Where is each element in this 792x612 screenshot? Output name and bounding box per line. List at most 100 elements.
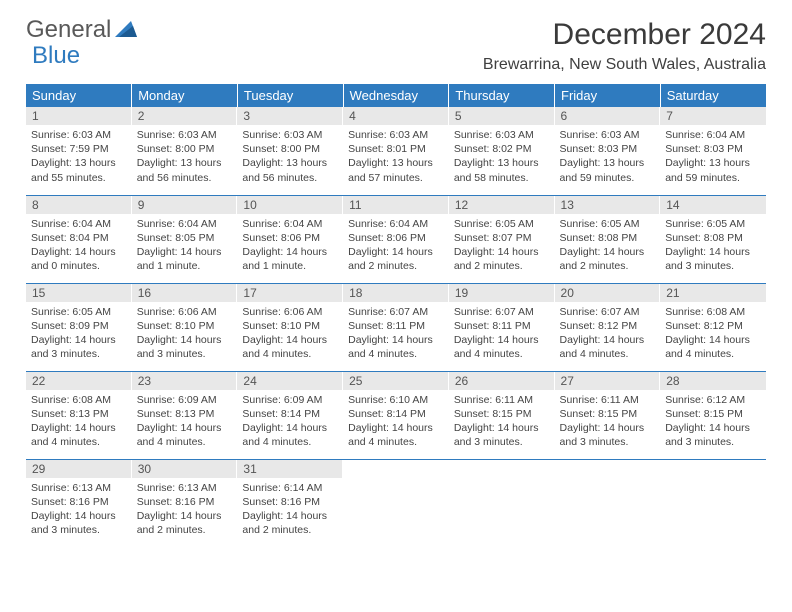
- daylight-line: Daylight: 14 hours and 0 minutes.: [31, 245, 127, 273]
- calendar-day-cell: 6Sunrise: 6:03 AMSunset: 8:03 PMDaylight…: [555, 107, 661, 195]
- day-number: 5: [449, 107, 555, 125]
- daylight-line: Daylight: 14 hours and 4 minutes.: [348, 421, 444, 449]
- day-number: 22: [26, 372, 132, 390]
- day-details: Sunrise: 6:06 AMSunset: 8:10 PMDaylight:…: [132, 302, 238, 366]
- calendar-day-cell: 11Sunrise: 6:04 AMSunset: 8:06 PMDayligh…: [343, 195, 449, 283]
- sunrise-line: Sunrise: 6:14 AM: [242, 481, 338, 495]
- sunset-line: Sunset: 8:16 PM: [31, 495, 127, 509]
- calendar-day-cell: 1Sunrise: 6:03 AMSunset: 7:59 PMDaylight…: [26, 107, 132, 195]
- day-details: Sunrise: 6:03 AMSunset: 8:00 PMDaylight:…: [237, 125, 343, 189]
- daylight-line: Daylight: 14 hours and 4 minutes.: [137, 421, 233, 449]
- calendar-day-cell: 25Sunrise: 6:10 AMSunset: 8:14 PMDayligh…: [343, 371, 449, 459]
- sunset-line: Sunset: 8:05 PM: [137, 231, 233, 245]
- day-details: Sunrise: 6:05 AMSunset: 8:08 PMDaylight:…: [660, 214, 766, 278]
- calendar-week-row: 29Sunrise: 6:13 AMSunset: 8:16 PMDayligh…: [26, 459, 766, 547]
- sunrise-line: Sunrise: 6:05 AM: [31, 305, 127, 319]
- sunset-line: Sunset: 8:10 PM: [137, 319, 233, 333]
- calendar-day-cell: 12Sunrise: 6:05 AMSunset: 8:07 PMDayligh…: [449, 195, 555, 283]
- sunset-line: Sunset: 8:06 PM: [348, 231, 444, 245]
- calendar-empty-cell: [343, 459, 449, 547]
- calendar-day-cell: 22Sunrise: 6:08 AMSunset: 8:13 PMDayligh…: [26, 371, 132, 459]
- sunset-line: Sunset: 8:16 PM: [242, 495, 338, 509]
- day-number: 21: [660, 284, 766, 302]
- daylight-line: Daylight: 13 hours and 56 minutes.: [137, 156, 233, 184]
- day-details: Sunrise: 6:09 AMSunset: 8:14 PMDaylight:…: [237, 390, 343, 454]
- sunset-line: Sunset: 8:11 PM: [348, 319, 444, 333]
- sunset-line: Sunset: 8:02 PM: [454, 142, 550, 156]
- sunset-line: Sunset: 8:14 PM: [242, 407, 338, 421]
- day-details: Sunrise: 6:12 AMSunset: 8:15 PMDaylight:…: [660, 390, 766, 454]
- sunset-line: Sunset: 8:16 PM: [137, 495, 233, 509]
- day-number: 18: [343, 284, 449, 302]
- weekday-header: Friday: [555, 84, 661, 107]
- daylight-line: Daylight: 13 hours and 59 minutes.: [560, 156, 656, 184]
- calendar-day-cell: 19Sunrise: 6:07 AMSunset: 8:11 PMDayligh…: [449, 283, 555, 371]
- day-details: Sunrise: 6:03 AMSunset: 8:01 PMDaylight:…: [343, 125, 449, 189]
- sunset-line: Sunset: 7:59 PM: [31, 142, 127, 156]
- day-number: 14: [660, 196, 766, 214]
- day-details: Sunrise: 6:03 AMSunset: 7:59 PMDaylight:…: [26, 125, 132, 189]
- sunrise-line: Sunrise: 6:04 AM: [348, 217, 444, 231]
- day-details: Sunrise: 6:04 AMSunset: 8:03 PMDaylight:…: [660, 125, 766, 189]
- sunrise-line: Sunrise: 6:03 AM: [348, 128, 444, 142]
- daylight-line: Daylight: 14 hours and 1 minute.: [137, 245, 233, 273]
- sunrise-line: Sunrise: 6:03 AM: [560, 128, 656, 142]
- sunset-line: Sunset: 8:12 PM: [665, 319, 761, 333]
- day-number: 8: [26, 196, 132, 214]
- calendar-day-cell: 24Sunrise: 6:09 AMSunset: 8:14 PMDayligh…: [237, 371, 343, 459]
- calendar-day-cell: 10Sunrise: 6:04 AMSunset: 8:06 PMDayligh…: [237, 195, 343, 283]
- day-number: 9: [132, 196, 238, 214]
- sunrise-line: Sunrise: 6:05 AM: [454, 217, 550, 231]
- daylight-line: Daylight: 13 hours and 56 minutes.: [242, 156, 338, 184]
- sunset-line: Sunset: 8:14 PM: [348, 407, 444, 421]
- calendar-week-row: 8Sunrise: 6:04 AMSunset: 8:04 PMDaylight…: [26, 195, 766, 283]
- sunrise-line: Sunrise: 6:07 AM: [348, 305, 444, 319]
- sunrise-line: Sunrise: 6:13 AM: [31, 481, 127, 495]
- day-number: 4: [343, 107, 449, 125]
- calendar-table: SundayMondayTuesdayWednesdayThursdayFrid…: [26, 84, 766, 547]
- day-number: 13: [555, 196, 661, 214]
- weekday-header: Saturday: [660, 84, 766, 107]
- sunrise-line: Sunrise: 6:10 AM: [348, 393, 444, 407]
- day-number: 3: [237, 107, 343, 125]
- sunrise-line: Sunrise: 6:05 AM: [560, 217, 656, 231]
- daylight-line: Daylight: 14 hours and 2 minutes.: [348, 245, 444, 273]
- day-details: Sunrise: 6:07 AMSunset: 8:11 PMDaylight:…: [449, 302, 555, 366]
- calendar-day-cell: 4Sunrise: 6:03 AMSunset: 8:01 PMDaylight…: [343, 107, 449, 195]
- day-number: 25: [343, 372, 449, 390]
- day-details: Sunrise: 6:09 AMSunset: 8:13 PMDaylight:…: [132, 390, 238, 454]
- daylight-line: Daylight: 14 hours and 3 minutes.: [31, 333, 127, 361]
- day-details: Sunrise: 6:10 AMSunset: 8:14 PMDaylight:…: [343, 390, 449, 454]
- calendar-week-row: 1Sunrise: 6:03 AMSunset: 7:59 PMDaylight…: [26, 107, 766, 195]
- daylight-line: Daylight: 14 hours and 2 minutes.: [560, 245, 656, 273]
- sunset-line: Sunset: 8:04 PM: [31, 231, 127, 245]
- calendar-day-cell: 31Sunrise: 6:14 AMSunset: 8:16 PMDayligh…: [237, 459, 343, 547]
- day-details: Sunrise: 6:08 AMSunset: 8:13 PMDaylight:…: [26, 390, 132, 454]
- calendar-day-cell: 17Sunrise: 6:06 AMSunset: 8:10 PMDayligh…: [237, 283, 343, 371]
- calendar-day-cell: 9Sunrise: 6:04 AMSunset: 8:05 PMDaylight…: [132, 195, 238, 283]
- calendar-day-cell: 3Sunrise: 6:03 AMSunset: 8:00 PMDaylight…: [237, 107, 343, 195]
- daylight-line: Daylight: 14 hours and 3 minutes.: [665, 421, 761, 449]
- sunrise-line: Sunrise: 6:07 AM: [454, 305, 550, 319]
- calendar-day-cell: 30Sunrise: 6:13 AMSunset: 8:16 PMDayligh…: [132, 459, 238, 547]
- sunset-line: Sunset: 8:09 PM: [31, 319, 127, 333]
- daylight-line: Daylight: 14 hours and 1 minute.: [242, 245, 338, 273]
- day-details: Sunrise: 6:11 AMSunset: 8:15 PMDaylight:…: [449, 390, 555, 454]
- daylight-line: Daylight: 14 hours and 3 minutes.: [665, 245, 761, 273]
- daylight-line: Daylight: 14 hours and 3 minutes.: [31, 509, 127, 537]
- day-number: 24: [237, 372, 343, 390]
- calendar-day-cell: 23Sunrise: 6:09 AMSunset: 8:13 PMDayligh…: [132, 371, 238, 459]
- sunset-line: Sunset: 8:03 PM: [665, 142, 761, 156]
- logo: General Blue: [26, 18, 137, 42]
- daylight-line: Daylight: 14 hours and 4 minutes.: [242, 333, 338, 361]
- weekday-header: Wednesday: [343, 84, 449, 107]
- sunrise-line: Sunrise: 6:11 AM: [560, 393, 656, 407]
- title-block: December 2024 Brewarrina, New South Wale…: [483, 18, 766, 74]
- day-number: 2: [132, 107, 238, 125]
- day-details: Sunrise: 6:08 AMSunset: 8:12 PMDaylight:…: [660, 302, 766, 366]
- calendar-day-cell: 8Sunrise: 6:04 AMSunset: 8:04 PMDaylight…: [26, 195, 132, 283]
- location-text: Brewarrina, New South Wales, Australia: [483, 56, 766, 74]
- daylight-line: Daylight: 14 hours and 2 minutes.: [454, 245, 550, 273]
- day-details: Sunrise: 6:03 AMSunset: 8:02 PMDaylight:…: [449, 125, 555, 189]
- day-details: Sunrise: 6:05 AMSunset: 8:08 PMDaylight:…: [555, 214, 661, 278]
